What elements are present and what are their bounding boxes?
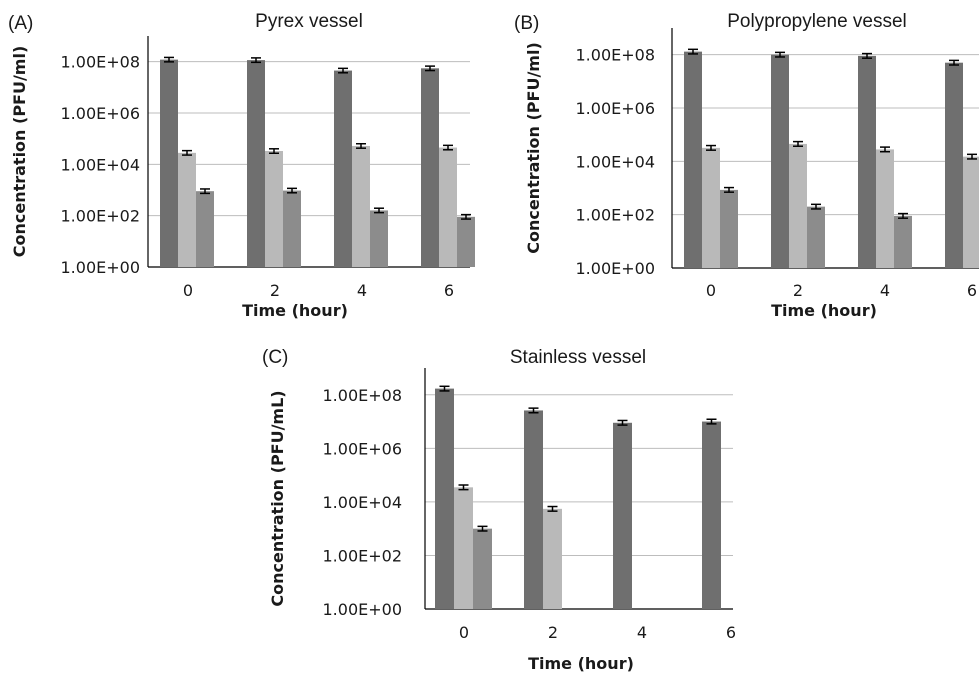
bar-s2-t0 (178, 152, 196, 267)
bar-s1-t2 (247, 60, 265, 267)
bar-s3-t0 (473, 528, 492, 609)
bar-s2-t2 (789, 143, 807, 268)
bar-s1-t4 (613, 422, 632, 609)
x-tick-label: 0 (706, 281, 716, 300)
x-tick-label: 0 (459, 623, 469, 642)
x-tick-label: 6 (967, 281, 977, 300)
y-axis-label: Concentration (PFU/ml) (10, 46, 29, 258)
chart-panel-3: (C) Stainless vessel 1.00E+00 1.00E+02 1.00E… (262, 347, 736, 673)
panel-label: (C) (262, 347, 288, 368)
panel-label: (B) (514, 13, 539, 34)
bar-s1-t2 (524, 410, 543, 609)
bar-s1-t6 (945, 62, 963, 268)
bar-s1-t0 (160, 59, 178, 267)
y-tick-label: 1.00E+04 (323, 493, 403, 512)
bar-s2-t6 (963, 156, 979, 268)
x-tick-label: 2 (548, 623, 558, 642)
x-axis-label: Time (hour) (528, 654, 634, 673)
bar-s1-t0 (435, 388, 454, 609)
bar-s3-t4 (894, 215, 912, 268)
x-tick-label: 2 (270, 281, 280, 300)
bar-s3-t0 (196, 191, 214, 267)
x-tick-label: 6 (726, 623, 736, 642)
y-tick-label: 1.00E+00 (61, 258, 141, 277)
y-axis-label: Concentration (PFU/ml) (524, 42, 543, 254)
y-tick-label: 1.00E+06 (576, 99, 656, 118)
bar-s2-t0 (454, 487, 473, 609)
y-tick-label: 1.00E+06 (323, 439, 403, 458)
panel-label: (A) (8, 13, 33, 34)
y-tick-label: 1.00E+04 (576, 152, 656, 171)
y-tick-label: 1.00E+06 (61, 104, 141, 123)
y-tick-label: 1.00E+00 (576, 259, 656, 278)
bar-s1-t2 (771, 54, 789, 268)
y-tick-label: 1.00E+08 (576, 46, 656, 65)
y-tick-label: 1.00E+00 (323, 600, 403, 619)
chart-panel-2: (B) Polypropylene vessel 1.00E+00 1.00E+02 1… (514, 11, 979, 320)
bar-s3-t4 (370, 210, 388, 267)
y-tick-label: 1.00E+02 (576, 206, 656, 225)
x-tick-label: 4 (357, 281, 367, 300)
y-tick-label: 1.00E+04 (61, 155, 141, 174)
bar-s3-t2 (807, 206, 825, 268)
chart-title: Polypropylene vessel (727, 11, 907, 32)
bar-s1-t6 (421, 68, 439, 267)
bar-s3-t2 (283, 190, 301, 267)
bar-s3-t0 (720, 189, 738, 268)
bar-s2-t2 (265, 151, 283, 267)
x-axis-label: Time (hour) (242, 301, 348, 320)
x-tick-label: 0 (183, 281, 193, 300)
y-tick-label: 1.00E+02 (323, 546, 403, 565)
y-axis-label: Concentration (PFU/mL) (268, 390, 287, 606)
y-tick-label: 1.00E+08 (323, 386, 403, 405)
y-tick-label: 1.00E+02 (61, 207, 141, 226)
chart-title: Pyrex vessel (255, 11, 363, 32)
x-tick-label: 2 (793, 281, 803, 300)
bar-s2-t4 (352, 145, 370, 267)
bar-s2-t2 (543, 508, 562, 609)
bar-s2-t4 (876, 149, 894, 268)
x-tick-label: 6 (444, 281, 454, 300)
bar-s2-t6 (439, 147, 457, 267)
chart-title: Stainless vessel (510, 347, 646, 368)
x-tick-label: 4 (637, 623, 647, 642)
x-tick-label: 4 (880, 281, 890, 300)
bar-s2-t0 (702, 147, 720, 268)
y-tick-label: 1.00E+08 (61, 53, 141, 72)
x-axis-label: Time (hour) (771, 301, 877, 320)
bar-s1-t4 (334, 70, 352, 268)
bar-s1-t4 (858, 55, 876, 268)
bar-s1-t0 (684, 51, 702, 269)
bar-s1-t6 (702, 421, 721, 609)
bar-s3-t6 (457, 216, 475, 267)
chart-panel-1: (A) Pyrex vessel 1.00E+00 1.00E+02 1.00E+04 1… (8, 11, 475, 320)
